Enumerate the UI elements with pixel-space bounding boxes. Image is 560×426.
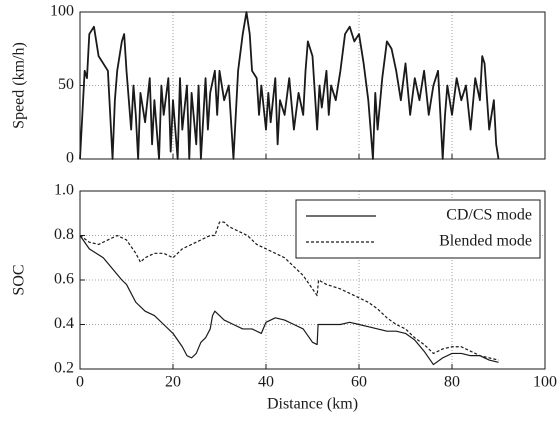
data-line (79, 235, 499, 366)
y-axis-label: Speed (km/h) (11, 42, 28, 129)
y-tick-label: 1.0 (54, 182, 74, 199)
y-tick-label: 0 (66, 150, 74, 167)
y-tick-label: 50 (58, 76, 74, 93)
y-tick-label: 0.6 (54, 271, 74, 288)
y-tick-label: 100 (50, 3, 74, 20)
legend-label: Blended mode (439, 233, 532, 250)
x-tick-label: 0 (76, 374, 84, 391)
x-tick-label: 20 (165, 374, 181, 391)
y-tick-label: 0.2 (54, 360, 74, 377)
x-tick-label: 40 (258, 374, 274, 391)
legend-box (295, 199, 541, 259)
data-line (79, 221, 499, 361)
y-tick-label: 0.4 (54, 315, 74, 332)
data-line (79, 11, 500, 160)
x-axis-label: Distance (km) (267, 396, 358, 413)
plot-frame (79, 190, 546, 370)
y-tick-label: 0.8 (54, 226, 74, 243)
x-tick-label: 60 (351, 374, 367, 391)
plot-frame (79, 11, 546, 160)
y-axis-label: SOC (11, 264, 28, 295)
x-tick-label: 100 (533, 374, 557, 391)
legend-label: CD/CS mode (446, 207, 532, 224)
x-tick-label: 80 (444, 374, 460, 391)
